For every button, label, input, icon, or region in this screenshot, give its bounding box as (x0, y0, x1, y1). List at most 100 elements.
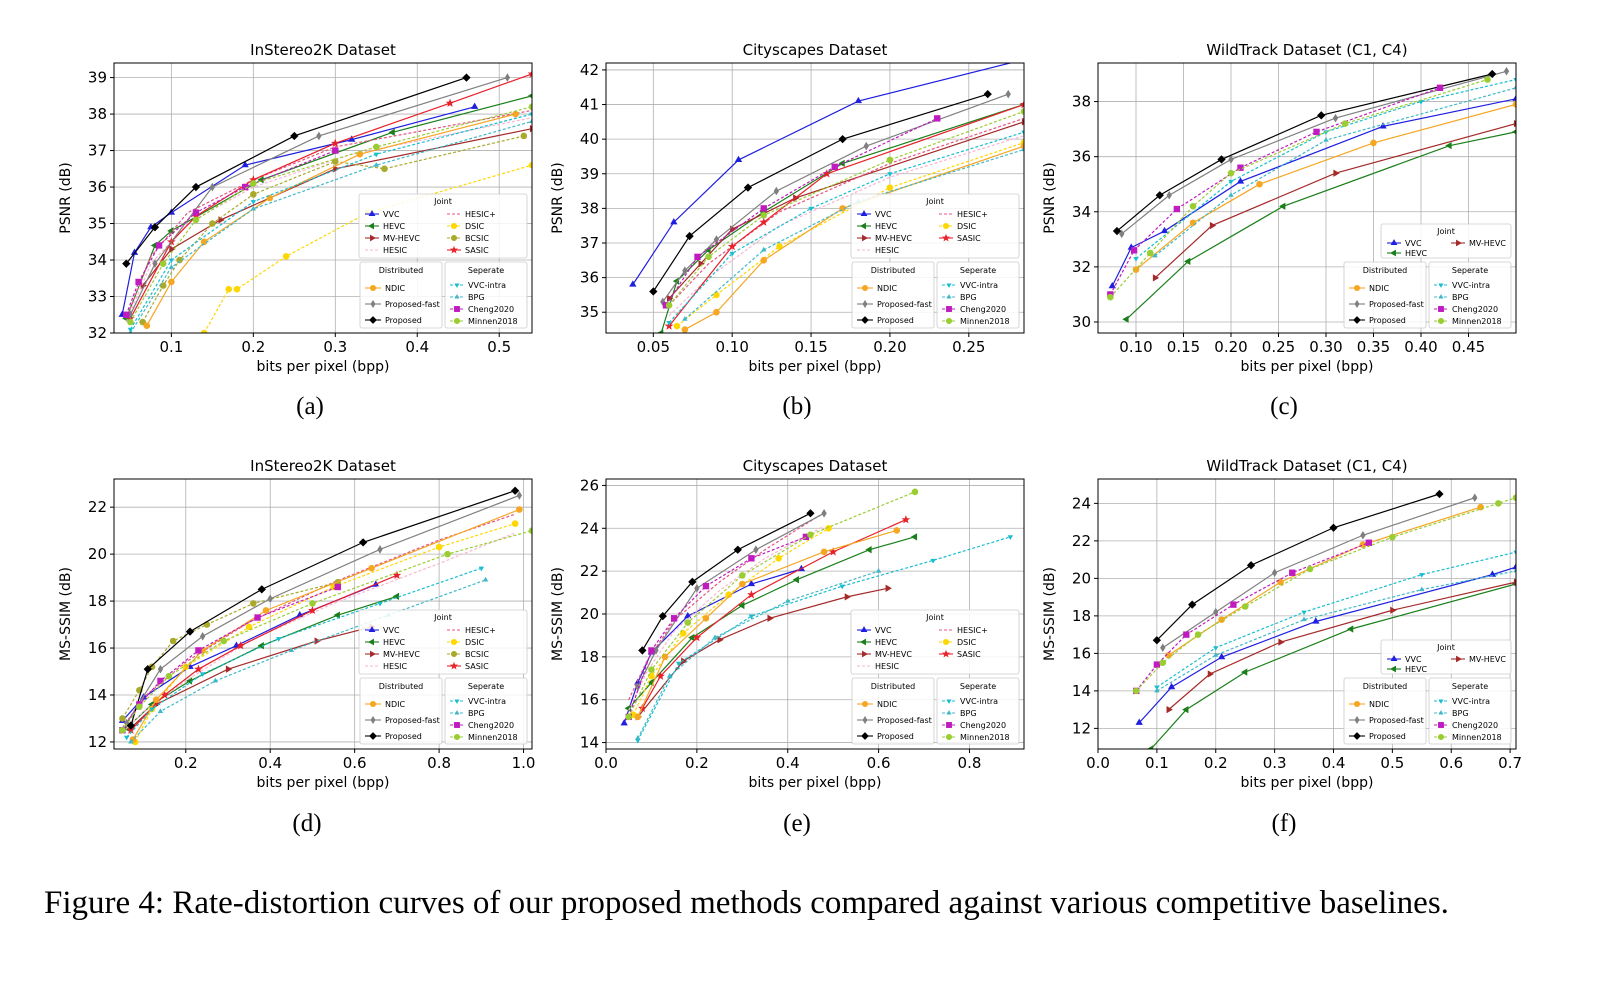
data-point-ndic (368, 564, 375, 572)
data-point-vvc-intra (839, 584, 845, 590)
data-point-vvc-intra (930, 558, 936, 564)
data-point-minnen2018 (648, 666, 655, 674)
data-point-proposed (685, 231, 694, 241)
data-point-vvc-intra (250, 200, 257, 205)
legend-heading-distributed: Distributed (1363, 682, 1407, 691)
legend-marker-mv-hevc (370, 650, 376, 658)
chart-title: InStereo2K Dataset (250, 41, 396, 59)
series-line-proposed (130, 490, 516, 726)
series-proposed-fast (635, 508, 827, 692)
chart-title: WildTrack Dataset (C1, C4) (1206, 457, 1407, 475)
series-vvc (629, 63, 1013, 287)
data-point-proposed-fast (209, 182, 216, 192)
data-point-cheng2020 (1153, 661, 1161, 668)
chart-svg: 0.2 0.4 0.6 0.8 1.0 12 14 16 18 20 22 InStereo2K Da… (58, 457, 535, 791)
series-line-sasic (641, 519, 907, 709)
legend-label-ndic: NDIC (1369, 284, 1390, 293)
legend-heading-distributed: Distributed (871, 682, 915, 691)
y-tick-label: 36 (88, 178, 107, 196)
data-point-hevc (1240, 668, 1248, 676)
data-point-proposed (649, 287, 658, 296)
legend-label-proposed: Proposed (877, 316, 914, 325)
legend-label-bcsic: BCSIC (465, 650, 489, 659)
legend-label-hevc: HEVC (875, 222, 898, 231)
data-point-sasic (330, 138, 340, 147)
legend-entry-proposed-fast: Proposed-fast (857, 716, 932, 725)
y-axis-label: MS-SSIM (dB) (58, 567, 74, 661)
series-bpg (1154, 567, 1516, 693)
data-point-mv-hevc (333, 165, 340, 173)
x-tick-label: 0.3 (323, 338, 347, 356)
series-line-vvc-intra (668, 131, 1024, 324)
legend-entry-proposed-fast: Proposed-fast (857, 300, 932, 309)
legend-marker-dsic (450, 638, 458, 646)
legend-entry-cheng2020: Cheng2020 (942, 305, 1006, 314)
chart-panel-c: 0.10 0.15 0.20 0.25 0.30 0.35 0.40 0.45 30 32 34 36… (1028, 38, 1528, 438)
legend: Joint VVC HEVC MV-HEVC HESIC HESIC+ DSIC SASIC D… (850, 193, 1020, 329)
series-line-minnen2018 (1135, 497, 1516, 692)
data-point-proposed-fast (1503, 66, 1510, 76)
data-point-vvc-intra (1301, 610, 1307, 616)
data-point-mv-hevc (1166, 705, 1173, 714)
axes-frame (113, 478, 533, 750)
legend-entry-proposed: Proposed (857, 316, 914, 325)
legend-marker-vvc-intra (454, 699, 460, 704)
legend-heading-joint: Joint (925, 197, 944, 206)
data-point-bcsic (209, 220, 216, 227)
y-tick-label: 22 (580, 562, 599, 580)
series-line-proposed-fast (637, 512, 825, 688)
legend-entry-minnen2018: Minnen2018 (1434, 317, 1502, 326)
data-point-sasic (445, 98, 455, 107)
legend-marker-minnen2018 (945, 733, 953, 741)
legend-entry-proposed: Proposed (1349, 732, 1406, 741)
legend-entry-dsic: DSIC (939, 638, 977, 647)
data-point-proposed-fast (753, 545, 759, 555)
legend-entry-dsic: DSIC (447, 222, 485, 231)
x-tick-label: 0.0 (594, 754, 618, 772)
series-dsic (200, 161, 532, 333)
legend-label-bcsic: BCSIC (465, 234, 489, 243)
data-point-hevc (738, 601, 745, 610)
data-point-proposed (983, 90, 992, 99)
data-point-proposed (688, 577, 697, 587)
data-point-minnen2018 (1159, 659, 1167, 667)
data-point-vvc-intra (748, 614, 755, 620)
series-vvc-intra (123, 566, 485, 741)
data-point-minnen2018 (309, 600, 316, 607)
x-tick-label: 0.05 (637, 338, 670, 356)
data-point-ndic (634, 713, 642, 721)
legend-entry-vvc: VVC (365, 626, 400, 635)
legend-entry-hesic: HESIC (857, 662, 900, 671)
legend-box-distributed (1343, 261, 1427, 329)
x-axis-label: bits per pixel (bpp) (257, 359, 390, 375)
data-point-mv-hevc (885, 584, 892, 592)
legend-label-cheng2020: Cheng2020 (960, 721, 1006, 730)
legend-entry-proposed: Proposed (1349, 316, 1406, 325)
legend-heading-separate: Seperate (468, 266, 504, 275)
data-point-vvc (470, 102, 479, 109)
data-point-minnen2018 (1146, 249, 1154, 257)
x-tick-label: 0.40 (1404, 338, 1437, 356)
legend-heading-joint: Joint (925, 613, 944, 622)
series-line-cheng2020 (1135, 542, 1370, 692)
data-point-proposed (743, 183, 753, 192)
legend-entry-hevc: HEVC (1387, 665, 1428, 674)
legend-entry-vvc: VVC (1387, 239, 1422, 248)
series-line-sasic (130, 574, 398, 731)
y-tick-label: 14 (88, 686, 107, 704)
data-point-hevc (1511, 129, 1516, 135)
data-point-vvc (734, 155, 743, 163)
y-axis-label: PSNR (dB) (58, 162, 74, 233)
data-point-hevc (688, 633, 695, 642)
series-line-hevc (660, 103, 1024, 333)
legend-label-dsic: DSIC (465, 222, 485, 231)
data-point-bpg (1419, 586, 1425, 592)
x-tick-label: 0.1 (1145, 754, 1169, 772)
series-line-bcsic (142, 135, 524, 323)
data-point-bpg (168, 264, 175, 269)
series-ndic (1165, 503, 1484, 659)
data-point-proposed (290, 131, 299, 141)
data-point-dsic (511, 520, 519, 527)
data-point-proposed-fast (516, 491, 522, 500)
series-ndic (681, 142, 1024, 333)
